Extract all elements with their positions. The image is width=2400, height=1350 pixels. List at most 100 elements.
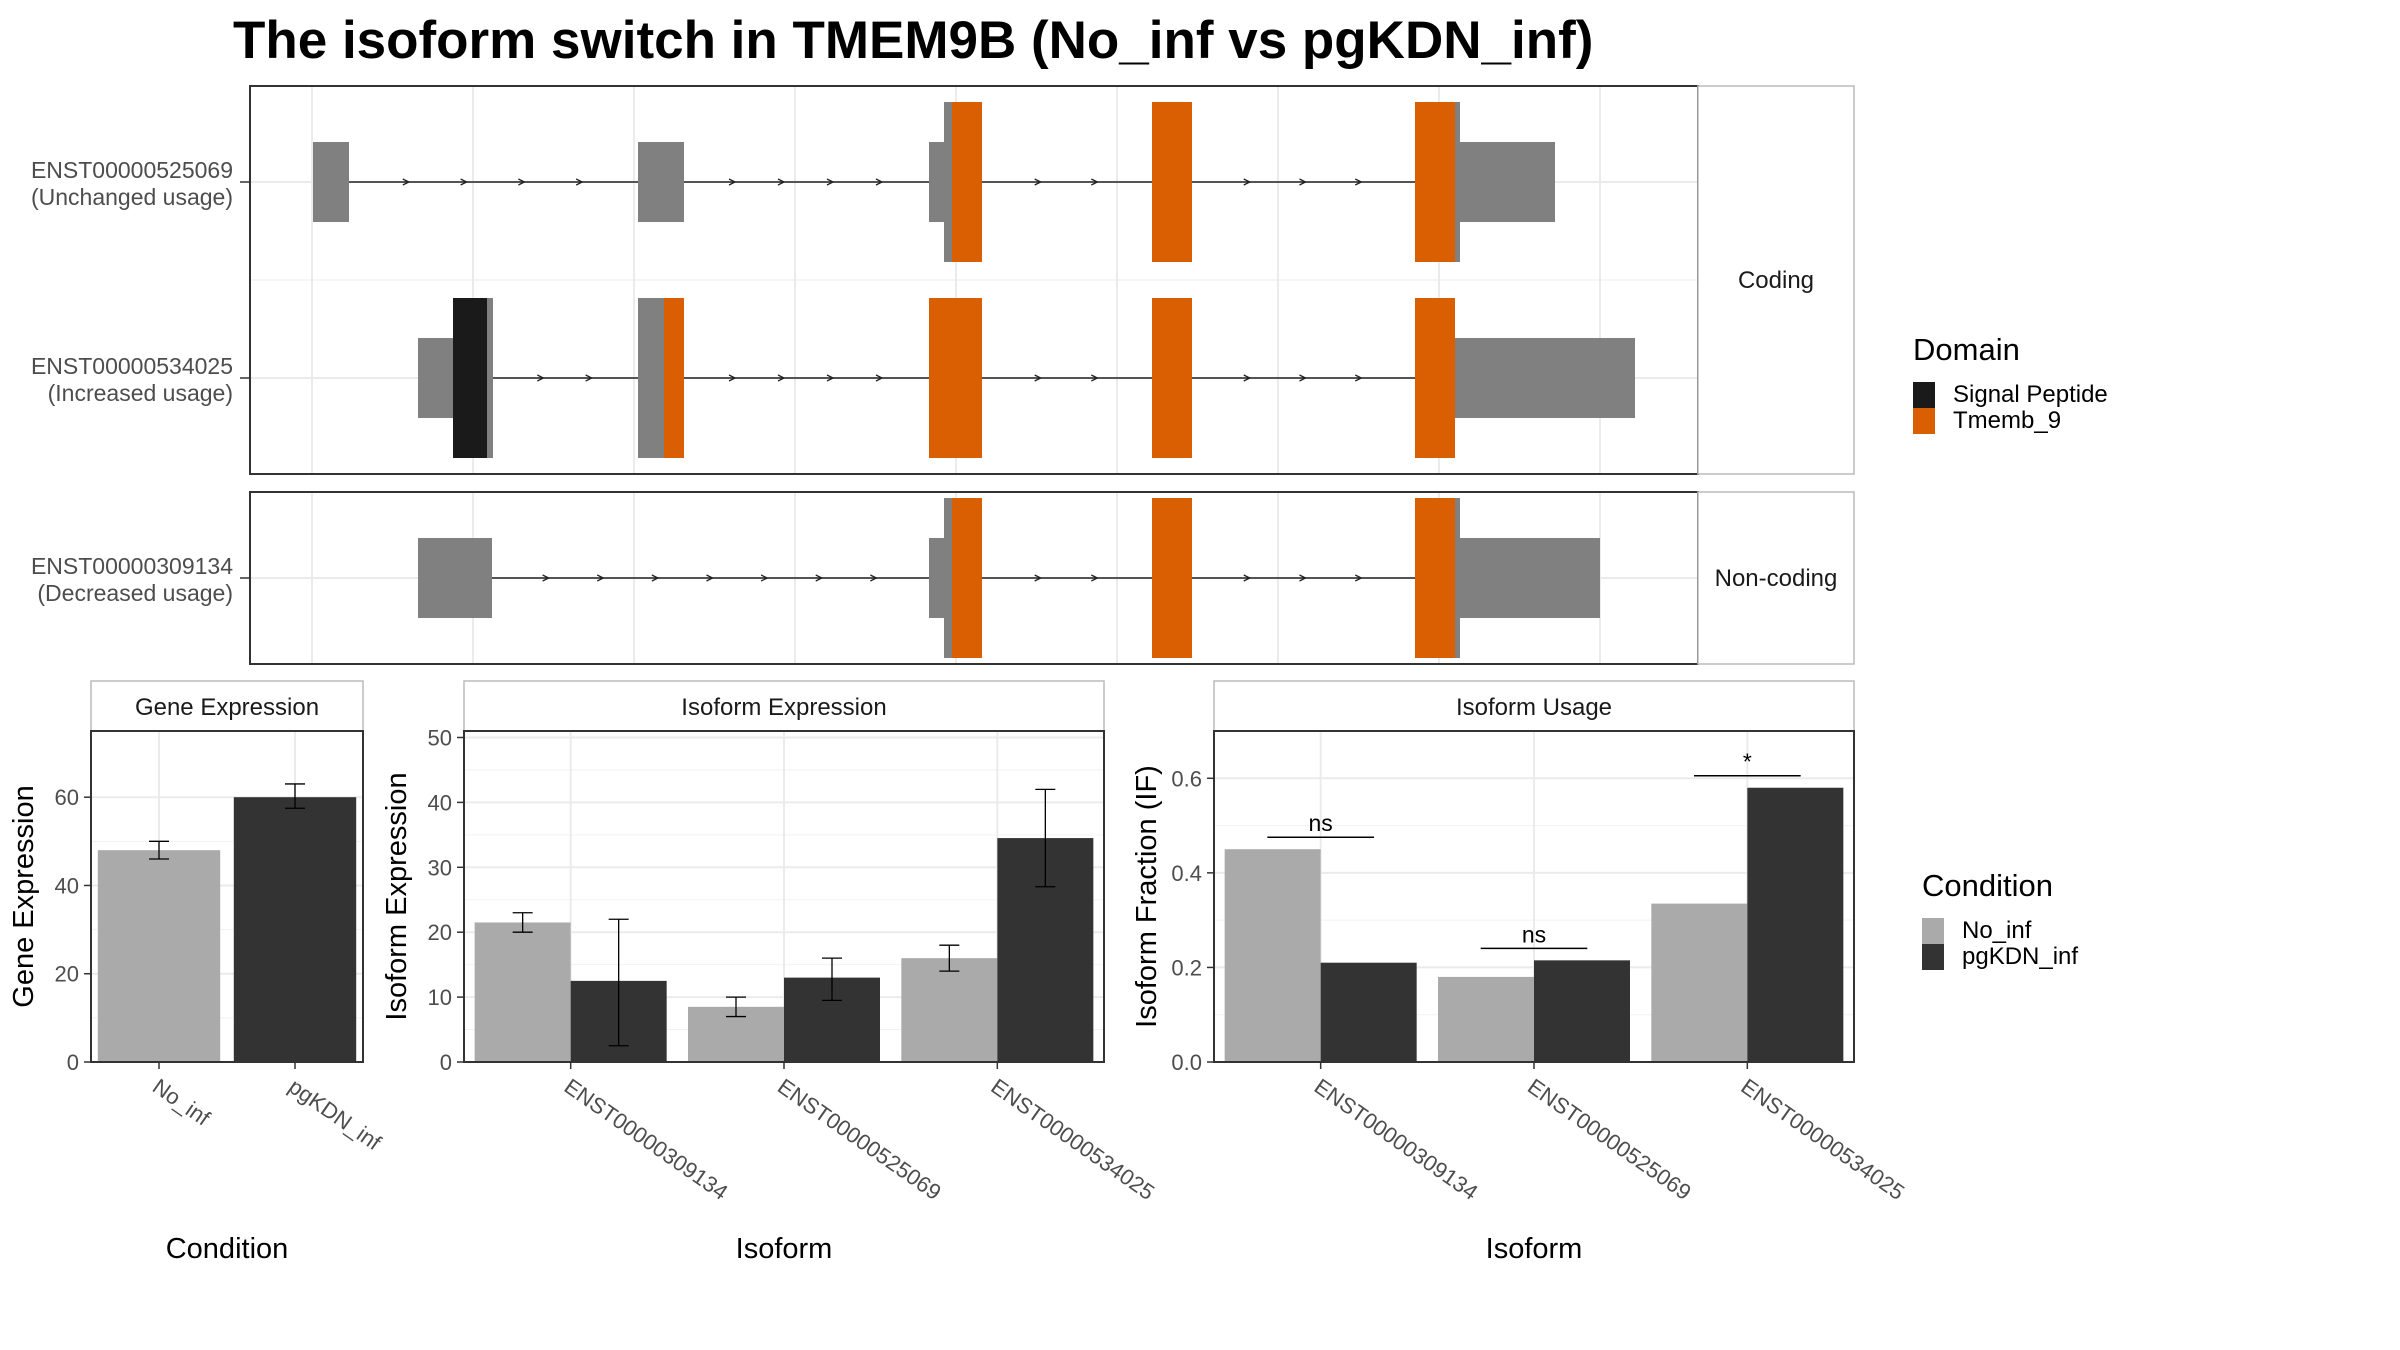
legend-title: Domain: [1913, 332, 2020, 367]
intron-arrow: [1243, 574, 1252, 582]
exon-block: [1455, 498, 1460, 658]
y-tick-label: 40: [55, 873, 79, 898]
gene-expression-chart: Gene Expression 0 20 40 60 No_inf pgKDN_inf Con…: [8, 680, 386, 1265]
exon-block: [418, 538, 492, 618]
isoform-usage-chart: Isoform Usage 0.0 0.2 0.4 0.6 ns ENST000003091…: [1131, 680, 1909, 1265]
intron-arrow: [1091, 374, 1099, 382]
intron-arrow: [585, 374, 594, 382]
chart-title: Isoform Expression: [681, 694, 886, 721]
tmemb9-domain-block: [929, 298, 982, 458]
exon-block: [1455, 338, 1635, 418]
exon-block: [1460, 142, 1555, 222]
legend-key: [1922, 918, 1944, 944]
intron-arrow: [826, 374, 835, 382]
exon-block: [487, 298, 493, 458]
significance-label: ns: [1309, 810, 1333, 836]
intron-arrow: [1091, 178, 1099, 186]
legend-title: Condition: [1922, 868, 2053, 903]
facet-strip-label: Non-coding: [1715, 565, 1838, 592]
intron-arrow: [728, 178, 737, 186]
y-tick-label: 20: [55, 962, 79, 987]
bar-pgKDN_inf-ENST00000534025: [1747, 787, 1844, 1062]
x-tick-label: ENST00000534025: [1736, 1074, 1909, 1205]
intron-arrow: [728, 374, 737, 382]
intron-arrow: [1034, 574, 1043, 582]
chart-strip: [1213, 680, 1855, 732]
chart-title: Isoform Usage: [1456, 694, 1612, 721]
significance-label: ns: [1522, 921, 1546, 947]
intron-arrow: [1299, 178, 1307, 186]
transcript-id-label: ENST00000309134: [31, 553, 233, 579]
tmemb9-domain-block: [1415, 498, 1455, 658]
intron-arrow: [460, 178, 469, 186]
transcript-ENST00000534025: ENST00000534025(Increased usage): [31, 298, 1635, 458]
bar-No_inf-ENST00000534025: [901, 958, 998, 1062]
transcript-ENST00000525069: ENST00000525069(Unchanged usage): [31, 102, 1555, 262]
x-axis-title: Condition: [166, 1233, 289, 1265]
y-axis-title: Isoform Expression: [381, 772, 413, 1020]
facet-strip: [1697, 85, 1855, 475]
facet-strip: [1697, 491, 1855, 665]
bar-pgKDN_inf: [233, 797, 357, 1062]
structure-facet: ENST00000309134(Decreased usage) Non-codi…: [31, 491, 1855, 665]
figure-title: The isoform switch in TMEM9B (No_inf vs …: [233, 11, 1593, 70]
isoform-expression-chart: Isoform Expression 0 10 20 30 40 50 ENST0000030…: [381, 680, 1159, 1265]
exon-block: [1455, 102, 1460, 262]
exon-block: [313, 142, 349, 222]
chart-title: Gene Expression: [135, 694, 319, 721]
x-tick-label: ENST00000525069: [773, 1074, 946, 1205]
intron-arrow: [760, 574, 769, 582]
exon-block: [944, 102, 952, 262]
bar-pgKDN_inf-ENST00000525069: [1534, 960, 1630, 1062]
intron-arrow: [596, 574, 605, 582]
x-tick-label: pgKDN_inf: [284, 1074, 386, 1156]
tmemb9-domain-block: [1152, 102, 1192, 262]
intron-arrow: [575, 178, 584, 186]
intron-arrow: [1299, 374, 1307, 382]
tmemb9-domain-block: [1415, 298, 1455, 458]
x-tick-label: ENST00000309134: [560, 1074, 733, 1205]
intron-arrow: [542, 574, 551, 582]
exon-block: [638, 298, 664, 458]
structure-facet: ENST00000525069(Unchanged usage)ENST0000…: [31, 85, 1855, 475]
y-axis-title: Gene Expression: [8, 785, 40, 1007]
signal-peptide-block: [453, 298, 487, 458]
tmemb9-domain-block: [1415, 102, 1455, 262]
y-tick-label: 0.4: [1171, 861, 1202, 886]
legend-key: [1913, 382, 1935, 408]
intron-arrow: [826, 178, 835, 186]
bar-pgKDN_inf-ENST00000309134: [1320, 962, 1417, 1062]
exon-block: [638, 142, 684, 222]
tmemb9-domain-block: [952, 498, 982, 658]
legend-label: Signal Peptide: [1953, 381, 2108, 408]
intron-arrow: [870, 574, 878, 582]
intron-arrow: [875, 374, 884, 382]
y-tick-label: 10: [428, 985, 452, 1010]
legend-label: pgKDN_inf: [1962, 943, 2078, 970]
intron-arrow: [815, 574, 824, 582]
y-tick-label: 0.0: [1171, 1050, 1202, 1075]
intron-arrow: [1034, 374, 1043, 382]
intron-arrow: [1091, 574, 1099, 582]
intron-arrow: [1034, 178, 1043, 186]
chart-strip: [90, 680, 364, 732]
y-tick-label: 40: [428, 790, 452, 815]
intron-arrow: [518, 178, 526, 186]
legend-key: [1922, 944, 1944, 970]
intron-arrow: [706, 574, 714, 582]
legend-label: No_inf: [1962, 917, 2032, 944]
transcript-id-label: ENST00000525069: [31, 157, 233, 183]
intron-arrow: [1354, 574, 1363, 582]
x-tick-label: ENST00000534025: [986, 1074, 1159, 1205]
transcript-ENST00000309134: ENST00000309134(Decreased usage): [31, 498, 1600, 658]
chart-border: [1213, 730, 1855, 1063]
bar-No_inf-ENST00000525069: [1438, 976, 1534, 1062]
y-tick-label: 20: [428, 920, 452, 945]
y-tick-label: 30: [428, 855, 452, 880]
bar-No_inf-ENST00000309134: [474, 922, 571, 1062]
y-tick-label: 60: [55, 785, 79, 810]
intron-arrow: [777, 178, 786, 186]
transcript-usage-label: (Decreased usage): [37, 580, 233, 606]
